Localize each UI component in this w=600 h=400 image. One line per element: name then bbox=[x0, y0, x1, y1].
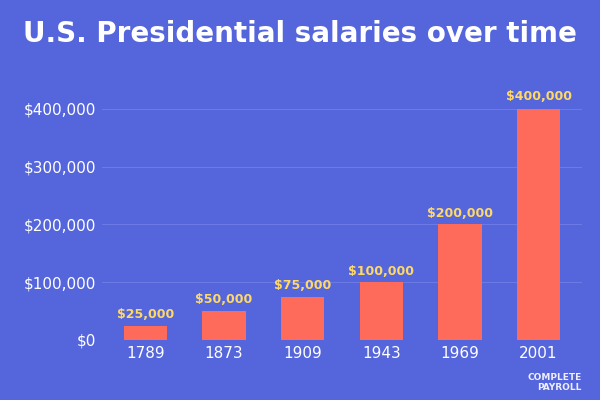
Bar bbox=[359, 282, 403, 340]
Text: $50,000: $50,000 bbox=[196, 294, 253, 306]
Text: U.S. Presidential salaries over time: U.S. Presidential salaries over time bbox=[23, 20, 577, 48]
Bar bbox=[517, 109, 560, 340]
Bar bbox=[281, 297, 325, 340]
Text: $100,000: $100,000 bbox=[349, 265, 415, 278]
Text: $400,000: $400,000 bbox=[506, 90, 572, 103]
Bar bbox=[439, 224, 482, 340]
Text: COMPLETE
PAYROLL: COMPLETE PAYROLL bbox=[528, 373, 582, 392]
Text: $75,000: $75,000 bbox=[274, 279, 331, 292]
Bar bbox=[124, 326, 167, 340]
Text: $200,000: $200,000 bbox=[427, 207, 493, 220]
Bar bbox=[202, 311, 245, 340]
Text: $25,000: $25,000 bbox=[117, 308, 174, 321]
